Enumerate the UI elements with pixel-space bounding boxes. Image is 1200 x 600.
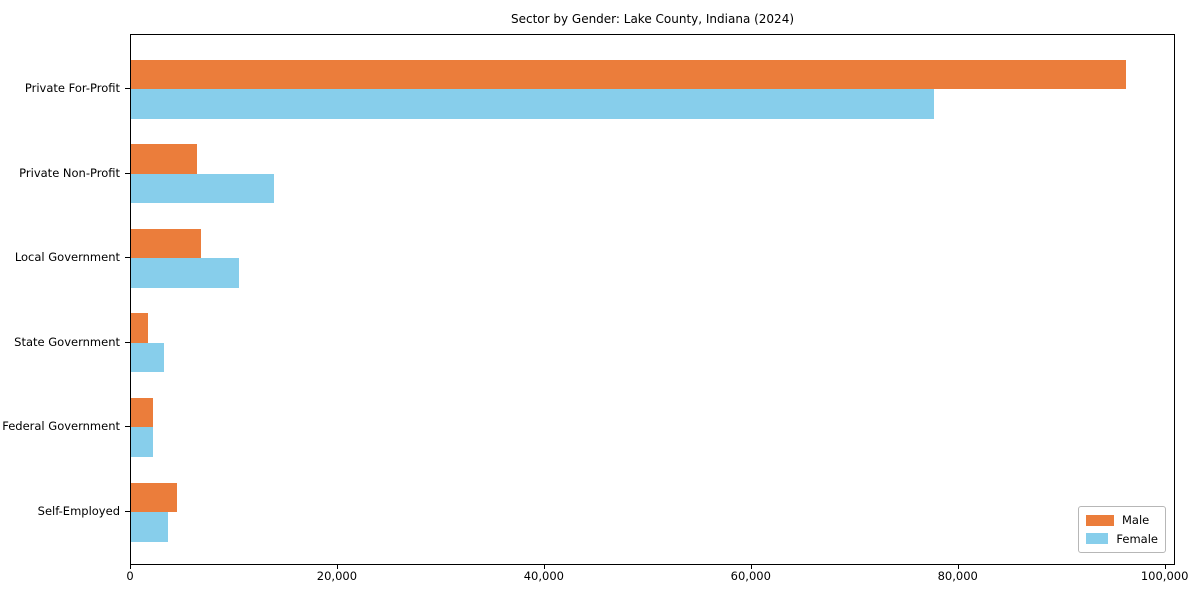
y-tick-mark: [125, 257, 130, 259]
x-tick-label: 40,000: [523, 569, 564, 583]
x-tick-label: 80,000: [937, 569, 978, 583]
y-tick-label: State Government: [14, 334, 120, 349]
x-tick-mark: [130, 565, 131, 569]
bar-female-5: [131, 512, 169, 542]
bar-female-1: [131, 173, 274, 204]
y-tick-mark: [125, 426, 130, 428]
x-tick-mark: [543, 565, 545, 569]
y-tick-mark: [125, 88, 130, 89]
legend-item-female: Female: [1086, 532, 1158, 546]
y-tick-label: Self-Employed: [37, 504, 120, 518]
x-tick-mark: [750, 565, 752, 569]
legend-swatch-male: [1086, 514, 1114, 526]
bar-male-1: [131, 144, 198, 174]
legend-label-female: Female: [1116, 531, 1158, 546]
x-tick-mark: [1164, 565, 1166, 569]
bar-male-2: [131, 228, 202, 259]
bar-male-5: [131, 482, 177, 512]
x-tick-label: 100,000: [1140, 569, 1189, 583]
y-tick-label: Private Non-Profit: [19, 165, 120, 180]
bar-female-0: [131, 89, 934, 119]
y-tick-label: Private For-Profit: [24, 81, 120, 95]
x-tick-label: 60,000: [730, 569, 771, 583]
x-tick-label: 0: [126, 569, 134, 583]
bar-male-4: [131, 397, 153, 428]
x-tick-label: 20,000: [316, 569, 358, 583]
legend-swatch-female: [1086, 533, 1109, 545]
chart-title: Sector by Gender: Lake County, Indiana (…: [510, 12, 795, 26]
bar-female-3: [131, 342, 165, 373]
legend-label-male: Male: [1122, 513, 1150, 528]
bar-female-2: [131, 258, 239, 288]
y-tick-label: Federal Government: [2, 419, 120, 434]
bar-male-0: [131, 59, 1127, 89]
y-tick-mark: [125, 341, 130, 343]
y-tick-label: Local Government: [14, 250, 120, 265]
bar-male-3: [131, 313, 148, 343]
y-tick-mark: [125, 511, 130, 512]
y-tick-mark: [125, 172, 130, 174]
legend: Male Female: [1078, 506, 1166, 553]
bar-female-4: [131, 427, 153, 457]
legend-item-male: Male: [1086, 513, 1158, 527]
plot-area: [130, 34, 1175, 565]
x-tick-mark: [336, 565, 338, 569]
x-tick-mark: [957, 565, 959, 569]
